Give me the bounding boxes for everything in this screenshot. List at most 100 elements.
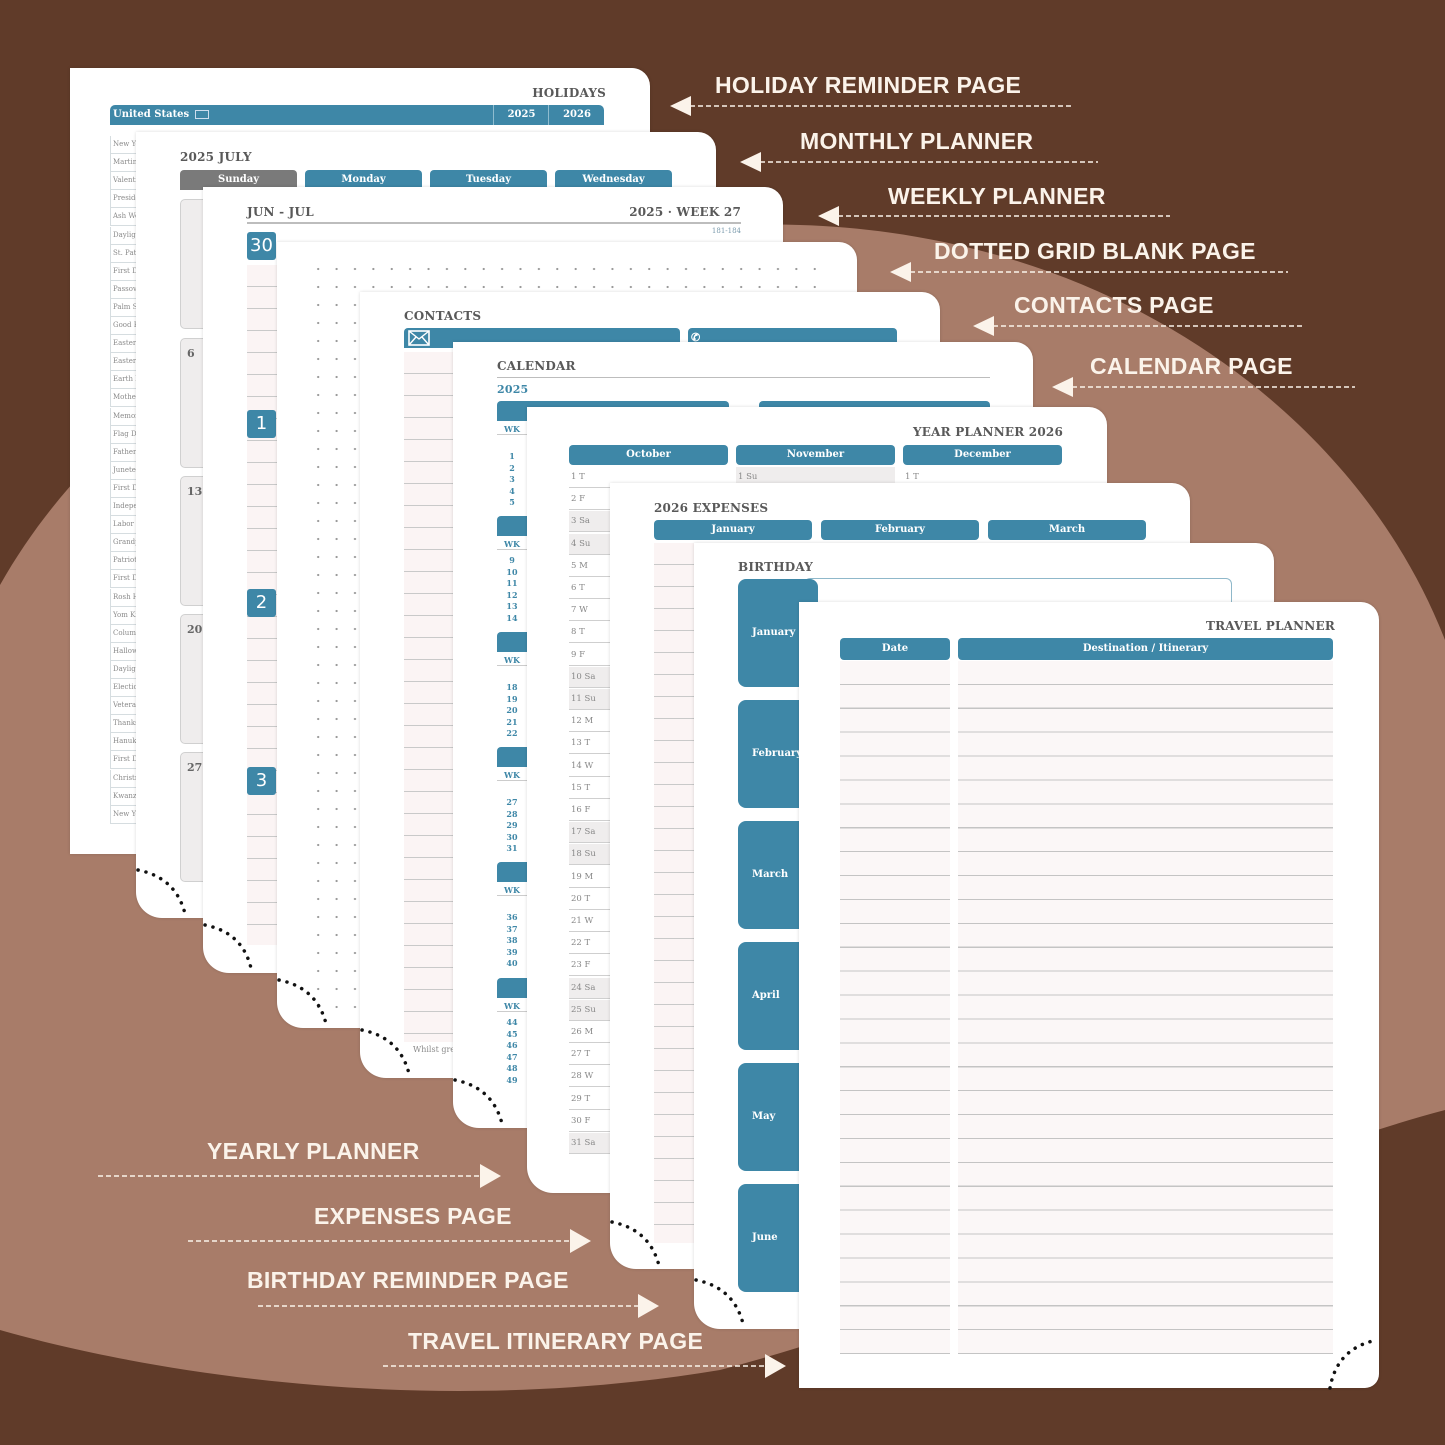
holiday-row[interactable]: Rosh H: [110, 588, 141, 607]
day-row[interactable]: 6 T: [569, 578, 610, 599]
holiday-row[interactable]: Passove: [110, 280, 141, 299]
holiday-row[interactable]: Earth D: [110, 371, 141, 390]
day-row[interactable]: 13 T: [569, 733, 610, 755]
holiday-row[interactable]: Columb: [110, 624, 141, 643]
holiday-row[interactable]: Dayligh: [110, 660, 141, 679]
destination-column-rows[interactable]: [958, 661, 1333, 1354]
holiday-row[interactable]: First Da: [110, 751, 141, 770]
day-row[interactable]: 27 T: [569, 1044, 610, 1066]
holiday-row[interactable]: Grandp: [110, 534, 141, 553]
week-number: 47: [506, 1051, 518, 1062]
holiday-row[interactable]: Dayligh: [110, 226, 141, 245]
arrow-right-icon: [480, 1164, 501, 1188]
label-travel-itinerary: TRAVEL ITINERARY PAGE: [408, 1328, 704, 1354]
day-row[interactable]: 15 T: [569, 778, 610, 799]
week-number: 30: [506, 831, 518, 842]
holiday-row[interactable]: Indepe: [110, 498, 141, 516]
holiday-row[interactable]: Labor I: [110, 516, 141, 535]
holiday-row[interactable]: Yom Ki: [110, 606, 141, 625]
holiday-row[interactable]: First Da: [110, 262, 141, 281]
day-number: 20: [187, 623, 203, 636]
date-column-rows[interactable]: [840, 661, 950, 1354]
holiday-row[interactable]: Memor: [110, 407, 141, 426]
holiday-row[interactable]: Valenti: [110, 172, 141, 191]
day-row[interactable]: 11 Su: [569, 689, 610, 710]
holiday-row[interactable]: Thanks: [110, 715, 141, 734]
holiday-row[interactable]: Good F: [110, 317, 141, 335]
holiday-row[interactable]: Preside: [110, 190, 141, 209]
phone-icon: ✆: [691, 331, 701, 344]
week-number: 49: [506, 1075, 518, 1085]
holiday-row[interactable]: Palm Su: [110, 298, 141, 317]
day-row[interactable]: 14 W: [569, 756, 610, 777]
day-row[interactable]: 25 Su: [569, 999, 610, 1021]
label-expenses: EXPENSES PAGE: [314, 1203, 512, 1229]
holiday-row[interactable]: Hanukk: [110, 733, 141, 752]
holiday-row[interactable]: Kwanza: [110, 787, 141, 806]
day-row[interactable]: 4 Su: [569, 533, 610, 555]
day-row[interactable]: 17 Sa: [569, 822, 610, 844]
holiday-row[interactable]: First Da: [110, 479, 141, 498]
holiday-row[interactable]: Christm: [110, 769, 141, 788]
day-row[interactable]: 30 F: [569, 1111, 610, 1132]
arrow-left-icon: [973, 316, 994, 336]
day-row[interactable]: 20 T: [569, 889, 610, 910]
label-calendar: CALENDAR PAGE: [1090, 353, 1293, 379]
day-row[interactable]: 22 T: [569, 933, 610, 955]
day-row[interactable]: 2 F: [569, 489, 610, 511]
holiday-row[interactable]: Flag Da: [110, 425, 141, 444]
holiday-row[interactable]: Patriot: [110, 552, 141, 571]
day-row[interactable]: 10 Sa: [569, 666, 610, 688]
week-number: 14: [506, 613, 518, 623]
arrow-right-icon: [765, 1354, 786, 1378]
holiday-row[interactable]: Junete: [110, 461, 141, 480]
week-label: WK: [497, 424, 527, 435]
holiday-row[interactable]: Ash We: [110, 208, 141, 227]
day-row[interactable]: 7 W: [569, 600, 610, 622]
holiday-row[interactable]: Mother: [110, 389, 141, 408]
day-row[interactable]: 12 M: [569, 711, 610, 733]
year-2026: 2026: [548, 105, 604, 125]
day-row[interactable]: 23 F: [569, 955, 610, 977]
day-row[interactable]: 9 F: [569, 645, 610, 666]
day-row[interactable]: 28 W: [569, 1066, 610, 1088]
day-row[interactable]: 1 T: [569, 467, 610, 488]
arrow-right-icon: [638, 1294, 659, 1318]
page-title: CALENDAR: [497, 359, 576, 373]
week-number: 46: [506, 1040, 518, 1051]
day-header-monday: Monday: [305, 170, 422, 190]
day-row[interactable]: 16 F: [569, 800, 610, 821]
travel-itinerary-page: TRAVEL PLANNER Date Destination / Itiner…: [799, 602, 1379, 1388]
day-row[interactable]: 1 T: [905, 472, 919, 482]
week-label: WK: [497, 885, 527, 896]
holiday-row[interactable]: St. Patr: [110, 244, 141, 263]
day-row[interactable]: 18 Su: [569, 844, 610, 866]
holiday-row[interactable]: Easter S: [110, 335, 141, 354]
dotted-arc: [277, 978, 329, 1030]
day-row[interactable]: 21 W: [569, 911, 610, 932]
week-number: 22: [506, 728, 518, 739]
year-2025: 2025: [493, 105, 549, 125]
day-row[interactable]: 24 Sa: [569, 977, 610, 999]
day-row[interactable]: 26 M: [569, 1022, 610, 1043]
holiday-row[interactable]: Easter I: [110, 353, 141, 372]
holiday-row[interactable]: Father's: [110, 443, 141, 462]
day-row[interactable]: 3 Sa: [569, 511, 610, 533]
day-row[interactable]: 5 M: [569, 556, 610, 577]
day-row[interactable]: 29 T: [569, 1089, 610, 1110]
page-title: 2026 EXPENSES: [654, 501, 769, 515]
holiday-row[interactable]: First Da: [110, 570, 141, 589]
holiday-row[interactable]: New Ye: [110, 805, 141, 824]
day-row[interactable]: 31 Sa: [569, 1133, 610, 1154]
page-title: HOLIDAYS: [532, 86, 606, 100]
holiday-row[interactable]: Hallow: [110, 642, 141, 661]
arrow-left-icon: [1052, 377, 1073, 397]
label-dotted-grid: DOTTED GRID BLANK PAGE: [934, 238, 1256, 264]
holiday-row[interactable]: Electio: [110, 679, 141, 697]
page-title: YEAR PLANNER 2026: [913, 425, 1063, 439]
day-row[interactable]: 19 M: [569, 867, 610, 888]
day-row[interactable]: 8 T: [569, 622, 610, 644]
holiday-row[interactable]: New Year': [110, 136, 141, 154]
holiday-row[interactable]: Martin: [110, 154, 141, 173]
holiday-row[interactable]: Veteran: [110, 697, 141, 716]
